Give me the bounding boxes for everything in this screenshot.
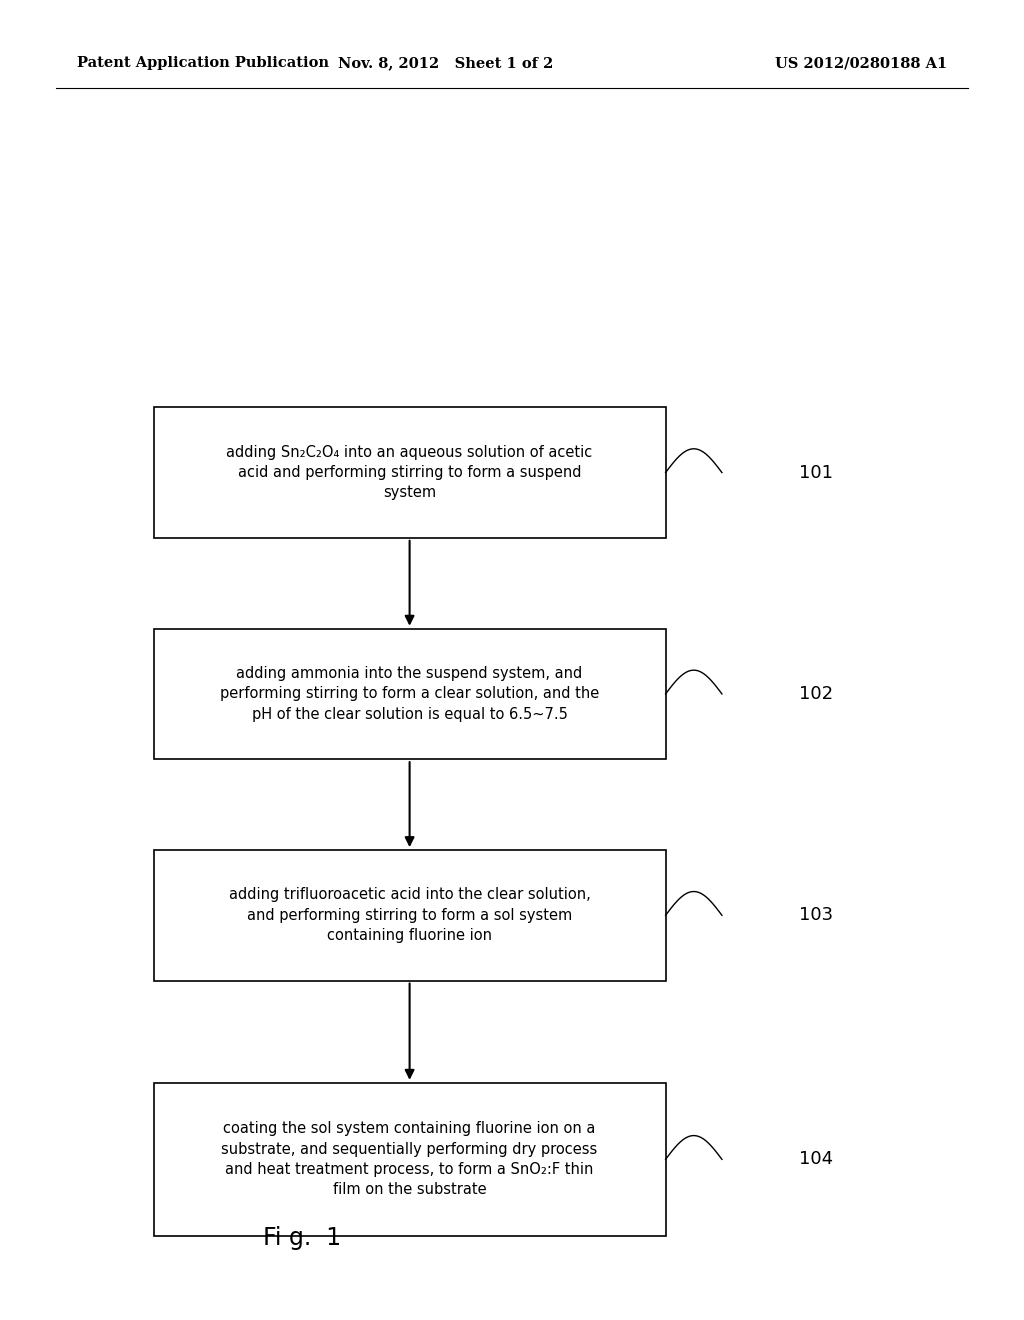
Text: 103: 103 [799,907,833,924]
Text: adding Sn₂C₂O₄ into an aqueous solution of acetic
acid and performing stirring t: adding Sn₂C₂O₄ into an aqueous solution … [226,445,593,500]
Text: Nov. 8, 2012   Sheet 1 of 2: Nov. 8, 2012 Sheet 1 of 2 [338,57,553,70]
Text: adding trifluoroacetic acid into the clear solution,
and performing stirring to : adding trifluoroacetic acid into the cle… [228,887,591,944]
Text: US 2012/0280188 A1: US 2012/0280188 A1 [775,57,947,70]
Text: adding ammonia into the suspend system, and
performing stirring to form a clear : adding ammonia into the suspend system, … [220,667,599,722]
Text: 102: 102 [799,685,833,704]
Bar [154,628,666,759]
Text: 104: 104 [799,1150,833,1168]
Bar [154,408,666,537]
Text: 101: 101 [799,463,833,482]
Bar [154,1082,666,1236]
Text: Patent Application Publication: Patent Application Publication [77,57,329,70]
Text: coating the sol system containing fluorine ion on a
substrate, and sequentially : coating the sol system containing fluori… [221,1121,598,1197]
Text: Fi g.  1: Fi g. 1 [263,1226,341,1250]
Bar [154,850,666,981]
